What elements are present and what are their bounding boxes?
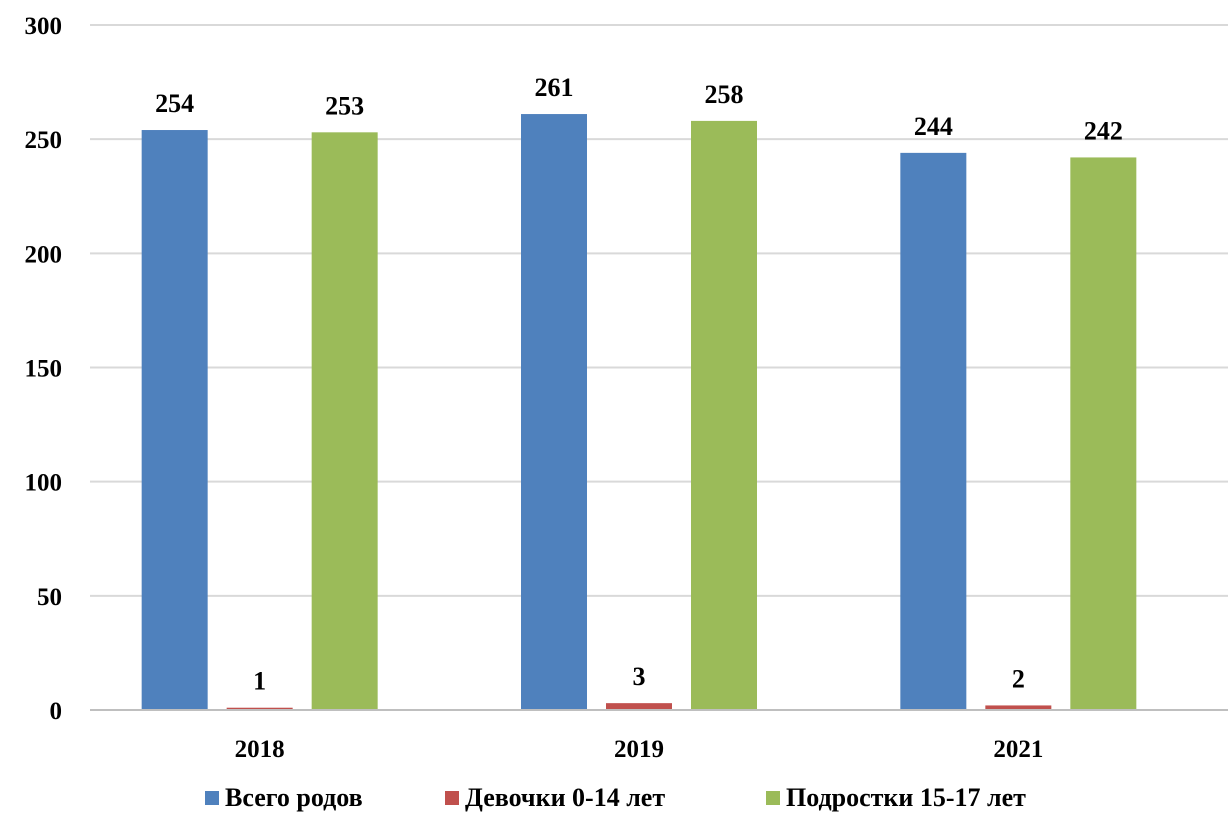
legend-label: Всего родов [225,783,363,812]
data-label: 2 [1012,664,1025,693]
legend-swatch [205,791,219,805]
data-label: 258 [705,80,744,109]
y-tick-label: 200 [25,241,63,268]
legend-swatch [766,791,780,805]
y-axis-tick-labels: 0 50 100 150 200 250 300 [25,13,63,725]
bar-2019-series-1 [606,703,672,710]
legend-swatch [445,791,459,805]
data-labels: 254 1 253 261 3 258 244 2 242 [155,73,1123,696]
bar-2021-series-0 [900,152,967,710]
bar-2019-series-0 [521,114,587,711]
bar-2021-series-2 [1070,157,1137,710]
bar-2018-series-0 [141,130,208,711]
bar-2021-series-1 [985,705,1052,710]
gridlines [90,24,1228,597]
y-tick-label: 300 [25,13,63,40]
y-tick-label: 150 [25,356,63,383]
data-label: 242 [1084,116,1123,145]
y-tick-label: 250 [25,127,63,154]
data-label: 1 [253,667,266,696]
bar-2018-series-2 [311,132,378,711]
y-tick-label: 0 [50,698,63,725]
x-tick-label: 2019 [614,736,664,763]
y-tick-label: 50 [37,584,62,611]
data-label: 253 [325,91,364,120]
data-label: 254 [155,89,194,118]
bar-2018-series-1 [226,707,293,710]
x-axis: 2018 2019 2021 [90,709,1228,763]
data-label: 244 [914,112,953,141]
data-label: 261 [535,73,574,102]
bars [141,114,1137,711]
legend: Всего родов Девочки 0-14 лет Подростки 15-… [205,783,1026,812]
y-tick-label: 100 [25,470,63,497]
bar-2019-series-2 [691,120,757,710]
x-tick-label: 2018 [235,736,285,763]
legend-label: Подростки 15-17 лет [786,783,1026,812]
legend-label: Девочки 0-14 лет [465,783,665,812]
x-tick-label: 2021 [993,736,1043,763]
data-label: 3 [633,662,646,691]
